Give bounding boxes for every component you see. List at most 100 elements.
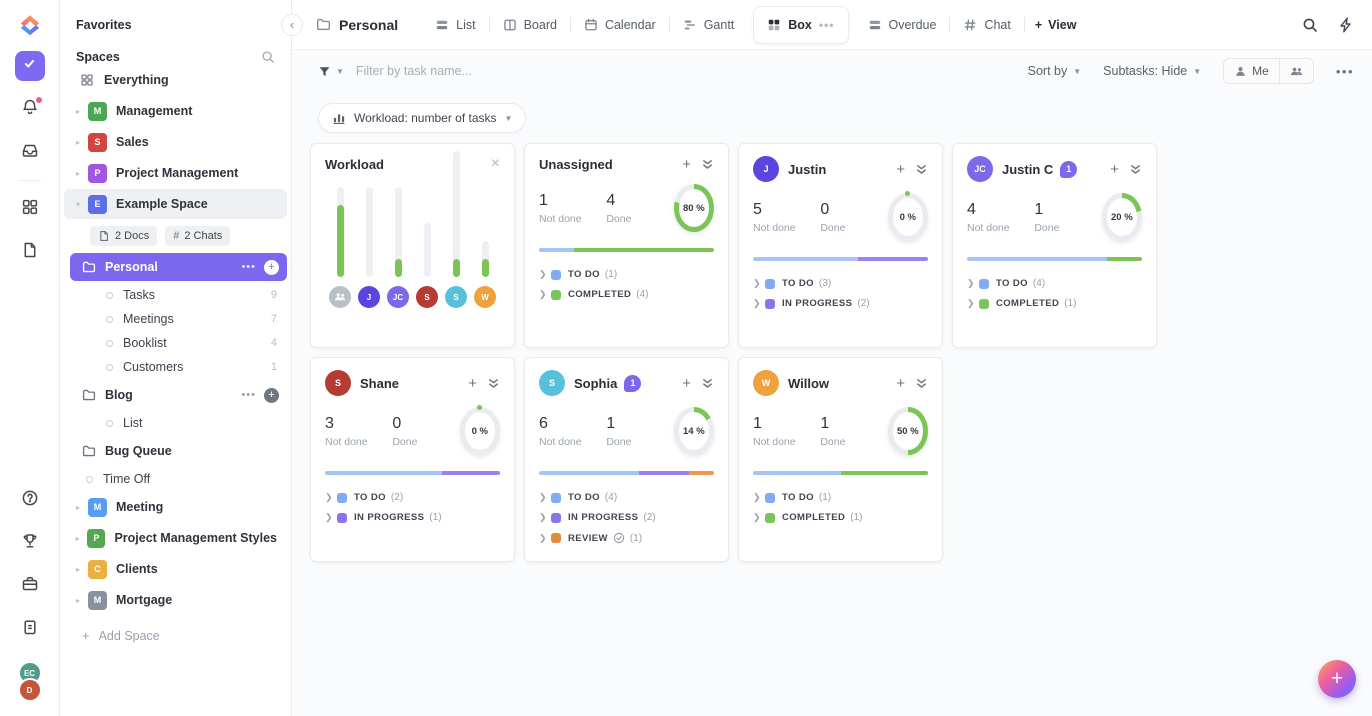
sidebar-space-row[interactable]: ▸ M Meeting bbox=[64, 492, 287, 522]
collapse-card-icon[interactable] bbox=[701, 158, 714, 171]
sidebar-collapse-button[interactable]: ‹ bbox=[281, 14, 303, 36]
collapse-card-icon[interactable] bbox=[701, 377, 714, 390]
rail-rewards-button[interactable] bbox=[15, 528, 45, 558]
collapse-card-icon[interactable] bbox=[1129, 163, 1142, 176]
status-group-row[interactable]: ❯ IN PROGRESS (2) bbox=[539, 512, 714, 523]
folder-add-button[interactable]: + bbox=[264, 259, 279, 275]
automations-bolt-icon[interactable] bbox=[1338, 17, 1354, 33]
rail-help-button[interactable] bbox=[15, 485, 45, 515]
add-task-button[interactable]: + bbox=[682, 156, 691, 173]
clickup-logo[interactable] bbox=[17, 12, 43, 38]
rail-dashboards-button[interactable] bbox=[15, 194, 45, 224]
sidebar-folder-row[interactable]: Blog ••• + bbox=[70, 381, 287, 409]
view-tab[interactable]: Calendar ••• bbox=[571, 0, 669, 50]
folder-menu-button[interactable]: ••• bbox=[241, 261, 256, 273]
workload-bar[interactable]: J bbox=[357, 187, 381, 308]
sidebar-space-row[interactable]: ▸ S Sales bbox=[64, 127, 287, 157]
chats-pill[interactable]: #2 Chats bbox=[165, 226, 231, 246]
expand-arrow-icon[interactable]: ▸ bbox=[75, 137, 80, 147]
quick-create-button[interactable]: + bbox=[1318, 660, 1356, 698]
add-task-button[interactable]: + bbox=[468, 374, 477, 392]
add-task-button[interactable]: + bbox=[682, 374, 691, 392]
rail-workspace-button[interactable] bbox=[15, 571, 45, 601]
sidebar-list-row[interactable]: Customers 1 bbox=[60, 355, 291, 379]
status-group-row[interactable]: ❯ COMPLETED (1) bbox=[753, 512, 928, 523]
rail-tasks-button[interactable] bbox=[14, 51, 45, 81]
expand-arrow-icon[interactable]: ▸ bbox=[75, 533, 80, 543]
filter-input[interactable]: Filter by task name... bbox=[355, 64, 472, 78]
status-group-row[interactable]: ❯ REVIEW (1) bbox=[539, 532, 714, 544]
sidebar-space-row[interactable]: ▸ P Project Management Styles bbox=[64, 523, 287, 553]
workload-bar[interactable]: S bbox=[444, 151, 468, 308]
expand-arrow-icon[interactable]: ▸ bbox=[75, 106, 80, 116]
rail-notifications-button[interactable] bbox=[15, 94, 45, 124]
workload-mode-selector[interactable]: Workload: number of tasks ▼ bbox=[318, 103, 527, 133]
status-group-row[interactable]: ❯ TO DO (1) bbox=[539, 269, 714, 280]
rail-docs-button[interactable] bbox=[15, 237, 45, 267]
tab-menu-icon[interactable]: ••• bbox=[818, 17, 835, 32]
docs-pill[interactable]: 2 Docs bbox=[90, 226, 158, 246]
sidebar-space-row[interactable]: ▸ M Mortgage bbox=[64, 585, 287, 615]
view-tab[interactable]: Box ••• bbox=[753, 5, 849, 44]
status-group-row[interactable]: ❯ TO DO (4) bbox=[967, 278, 1142, 289]
workload-bar[interactable]: JC bbox=[386, 187, 410, 308]
sidebar-list-row[interactable]: List bbox=[60, 411, 291, 435]
status-group-row[interactable]: ❯ IN PROGRESS (2) bbox=[753, 298, 928, 309]
search-icon[interactable] bbox=[1302, 17, 1318, 33]
view-tab[interactable]: Chat ••• bbox=[950, 0, 1023, 50]
add-space-button[interactable]: + Add Space bbox=[82, 628, 160, 643]
status-group-row[interactable]: ❯ TO DO (1) bbox=[753, 492, 928, 503]
sidebar-item-everything[interactable]: Everything bbox=[60, 64, 291, 95]
view-tab[interactable]: List ••• bbox=[422, 0, 488, 50]
sidebar-space-row[interactable]: ▸ M Management bbox=[64, 96, 287, 126]
me-mode-button[interactable]: Me bbox=[1224, 59, 1279, 83]
view-tab[interactable]: Board ••• bbox=[490, 0, 570, 50]
sidebar-list-row[interactable]: Time Off bbox=[60, 467, 291, 491]
avatar[interactable]: D bbox=[17, 678, 42, 702]
add-task-button[interactable]: + bbox=[896, 374, 905, 392]
breadcrumb[interactable]: Personal bbox=[316, 17, 398, 33]
sidebar-list-row[interactable]: Booklist 4 bbox=[60, 331, 291, 355]
assignees-mode-button[interactable] bbox=[1278, 59, 1313, 83]
search-icon[interactable] bbox=[261, 50, 275, 64]
add-task-button[interactable]: + bbox=[1110, 160, 1119, 178]
view-tab[interactable]: Overdue ••• bbox=[855, 0, 950, 50]
close-icon[interactable]: × bbox=[490, 155, 500, 172]
status-group-row[interactable]: ❯ COMPLETED (4) bbox=[539, 289, 714, 300]
collapse-card-icon[interactable] bbox=[915, 377, 928, 390]
expand-arrow-icon[interactable]: ▸ bbox=[75, 595, 80, 605]
sort-by-button[interactable]: Sort by ▼ bbox=[1027, 64, 1082, 78]
status-group-row[interactable]: ❯ TO DO (4) bbox=[539, 492, 714, 503]
view-options-button[interactable]: ••• bbox=[1335, 63, 1354, 79]
subtasks-button[interactable]: Subtasks: Hide ▼ bbox=[1103, 64, 1202, 78]
sidebar-space-row[interactable]: ▸ P Project Management bbox=[64, 158, 287, 188]
view-tab[interactable]: Gantt ••• bbox=[670, 0, 748, 50]
expand-arrow-icon[interactable]: ▾ bbox=[75, 199, 80, 209]
filter-button[interactable]: ▼ bbox=[318, 65, 344, 78]
add-task-button[interactable]: + bbox=[896, 160, 905, 178]
workload-bar[interactable]: S bbox=[415, 223, 439, 308]
expand-arrow-icon[interactable]: ▸ bbox=[75, 502, 80, 512]
add-view-button[interactable]: + View bbox=[1034, 17, 1077, 32]
sidebar-list-row[interactable]: Meetings 7 bbox=[60, 307, 291, 331]
collapse-card-icon[interactable] bbox=[915, 163, 928, 176]
rail-inbox-button[interactable] bbox=[15, 137, 45, 167]
status-group-row[interactable]: ❯ COMPLETED (1) bbox=[967, 298, 1142, 309]
folder-menu-button[interactable]: ••• bbox=[241, 389, 256, 401]
sidebar-folder-row[interactable]: Personal ••• + bbox=[70, 253, 287, 281]
expand-arrow-icon[interactable]: ▸ bbox=[75, 564, 80, 574]
favorites-header[interactable]: Favorites bbox=[76, 18, 132, 32]
status-group-row[interactable]: ❯ IN PROGRESS (1) bbox=[325, 512, 500, 523]
sidebar-space-row[interactable]: ▸ C Clients bbox=[64, 554, 287, 584]
status-group-row[interactable]: ❯ TO DO (3) bbox=[753, 278, 928, 289]
sidebar-list-row[interactable]: Tasks 9 bbox=[60, 283, 291, 307]
collapse-card-icon[interactable] bbox=[487, 377, 500, 390]
workload-bar[interactable] bbox=[328, 187, 352, 308]
status-group-row[interactable]: ❯ TO DO (2) bbox=[325, 492, 500, 503]
sidebar-space-row[interactable]: ▾ E Example Space bbox=[64, 189, 287, 219]
workload-bar[interactable]: W bbox=[473, 241, 497, 308]
expand-arrow-icon[interactable]: ▸ bbox=[75, 168, 80, 178]
sidebar-folder-row[interactable]: Bug Queue bbox=[70, 437, 287, 465]
rail-forms-button[interactable] bbox=[15, 614, 45, 644]
folder-add-button[interactable]: + bbox=[264, 387, 279, 403]
